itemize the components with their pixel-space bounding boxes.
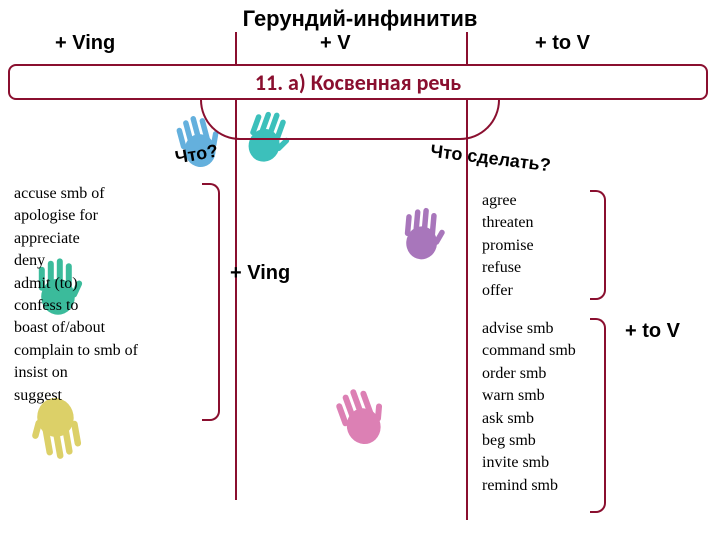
list-item: boast of/about (14, 317, 138, 339)
list-item: confess to (14, 295, 138, 317)
verb-list-right1: agreethreatenpromiserefuseoffer (482, 190, 534, 302)
col-head-v: + V (320, 32, 351, 55)
list-item: order smb (482, 363, 576, 385)
list-item: insist on (14, 362, 138, 384)
list-item: ask smb (482, 408, 576, 430)
list-item: advise smb (482, 318, 576, 340)
list-item: suggest (14, 385, 138, 407)
mid-tov-label: + to V (625, 320, 680, 343)
section-banner: 11. а) Косвенная речь (8, 64, 708, 100)
list-item: offer (482, 280, 534, 302)
connector-right (350, 100, 500, 140)
list-item: promise (482, 235, 534, 257)
handprint-icon (319, 372, 400, 460)
list-item: invite smb (482, 452, 576, 474)
list-item: agree (482, 190, 534, 212)
list-item: command smb (482, 340, 576, 362)
page-title: Герундий-инфинитив (243, 6, 478, 32)
section-banner-text: 11. а) Косвенная речь (255, 69, 461, 96)
col-head-tov: + to V (535, 32, 590, 55)
mid-ving-label: + Ving (230, 262, 290, 285)
brace-left (202, 183, 220, 421)
list-item: appreciate (14, 228, 138, 250)
connector-left (200, 100, 350, 140)
brace-right2 (590, 318, 606, 513)
list-item: complain to smb of (14, 340, 138, 362)
brace-right1 (590, 190, 606, 300)
verb-list-left: accuse smb ofapologise forappreciatedeny… (14, 183, 138, 407)
list-item: accuse smb of (14, 183, 138, 205)
list-item: remind smb (482, 475, 576, 497)
list-item: apologise for (14, 205, 138, 227)
verb-list-right2: advise smbcommand smborder smbwarn smbas… (482, 318, 576, 497)
col-head-ving: + Ving (55, 32, 115, 55)
list-item: admit (to) (14, 273, 138, 295)
list-item: beg smb (482, 430, 576, 452)
list-item: threaten (482, 212, 534, 234)
handprint-icon (392, 198, 453, 269)
list-item: deny (14, 250, 138, 272)
list-item: refuse (482, 257, 534, 279)
question-right: Что сделать? (429, 141, 552, 177)
list-item: warn smb (482, 385, 576, 407)
